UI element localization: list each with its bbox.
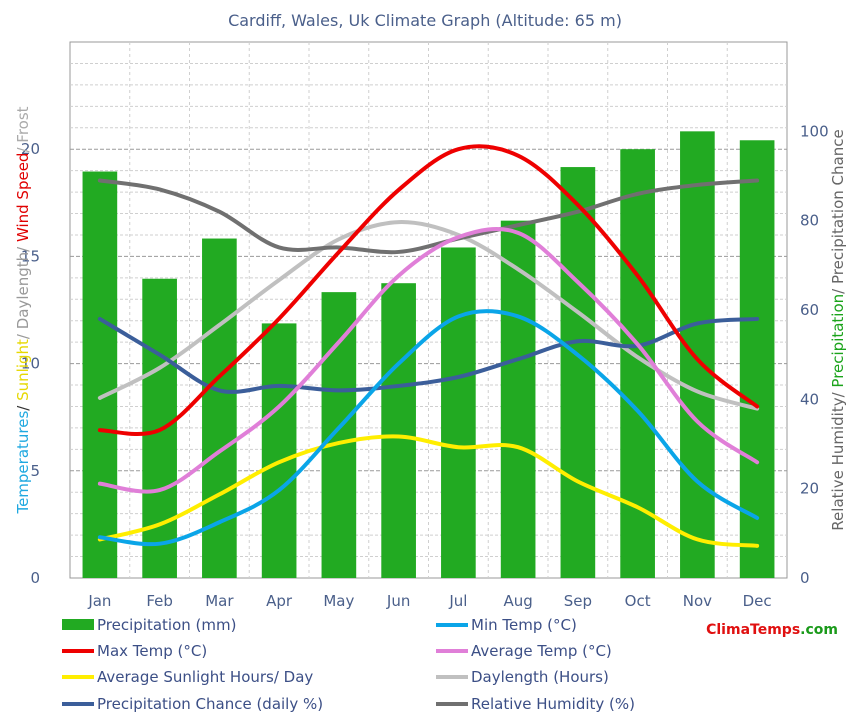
chart-title: Cardiff, Wales, Uk Climate Graph (Altitu…	[228, 11, 622, 30]
watermark: ClimaTemps.com	[706, 622, 838, 638]
watermark-part: Clima	[706, 622, 750, 638]
series-line-relative-humidity	[97, 178, 760, 255]
x-tick-label: Feb	[146, 592, 173, 610]
left-tick-label: 0	[30, 569, 40, 587]
right-axis-label: Relative Humidity/ Precipitation/ Precip…	[829, 129, 847, 530]
series-line-precipitation-chance-daily	[97, 316, 760, 394]
right-tick-label: 0	[800, 569, 810, 587]
right-tick-label: 60	[800, 301, 819, 319]
x-tick-label: Sep	[564, 592, 592, 610]
precip-bar	[680, 131, 715, 579]
precip-bar	[82, 171, 118, 579]
x-tick-label: May	[323, 592, 354, 610]
legend-label-relative-humidity: Relative Humidity (%)	[471, 695, 635, 713]
series-line-max-temp-c	[97, 144, 760, 436]
left-tick-label: 15	[21, 247, 40, 265]
left-tick-label: 20	[21, 140, 40, 158]
right-tick-label: 20	[800, 480, 819, 498]
legend-swatch-precipitation-mm	[62, 619, 94, 630]
legend-label-max-temp-c: Max Temp (°C)	[97, 642, 207, 660]
series-line-average-sunlight-hours-day	[97, 434, 760, 548]
x-tick-label: Apr	[266, 592, 293, 610]
watermark-text: ClimaTemps.com	[706, 622, 838, 638]
right-axis-label-part: / Precipitation Chance	[829, 129, 847, 294]
precip-bar	[441, 247, 476, 578]
x-tick-label: Mar	[205, 592, 234, 610]
legend-label-precipitation-mm: Precipitation (mm)	[97, 616, 236, 634]
legend-label-average-sunlight-hours-day: Average Sunlight Hours/ Day	[97, 668, 313, 686]
x-tick-label: Jul	[448, 592, 467, 610]
left-axis-label-part: Temperatures	[14, 411, 32, 515]
precip-bar	[500, 220, 536, 578]
precip-bar	[321, 292, 357, 578]
series-line-min-temp-c	[97, 309, 760, 547]
series-line-daylength-hours	[97, 220, 760, 411]
left-axis-label-part: Sunlight	[14, 339, 32, 401]
axes: 0 5 10 15 20 0 20 40 60 80 100 Jan Feb Mar Apr May Jun Ju…	[14, 106, 847, 610]
legend-label-daylength-hours: Daylength (Hours)	[471, 668, 609, 686]
legend-label-average-temp-c: Average Temp (°C)	[471, 642, 612, 660]
x-tick-label: Dec	[743, 592, 772, 610]
x-tick-label: Oct	[625, 592, 651, 610]
watermark-part: Temps	[750, 622, 800, 638]
x-tick-label: Nov	[683, 592, 712, 610]
x-tick-label: Jan	[87, 592, 111, 610]
left-axis-label-part: Wind Speed	[14, 153, 32, 243]
left-tick-label: 5	[30, 462, 40, 480]
grid-lines	[69, 41, 788, 579]
right-tick-label: 80	[800, 212, 819, 230]
left-axis-label: Temperatures/ Sunlight/ Daylength/ Wind …	[14, 106, 32, 514]
right-tick-label: 40	[800, 390, 819, 408]
x-tick-label: Jun	[386, 592, 410, 610]
right-axis-label-part: Precipitation	[829, 294, 847, 388]
left-axis-label-part: / Daylength/	[14, 242, 32, 339]
left-axis-label-part: /	[14, 401, 32, 411]
legend: Precipitation (mm) Min Temp (°C) Max Temp …	[62, 616, 635, 713]
precip-bar	[739, 140, 775, 578]
series-lines	[97, 144, 760, 548]
left-tick-label: 10	[21, 355, 40, 373]
precip-bar	[261, 323, 297, 578]
x-tick-label: Aug	[503, 592, 532, 610]
left-axis-label-part: / Frost	[14, 106, 32, 152]
right-axis-label-part: Relative Humidity/	[829, 388, 847, 531]
series-line-average-temp-c	[97, 226, 760, 494]
right-tick-label: 100	[800, 122, 829, 140]
legend-label-precipitation-chance-daily: Precipitation Chance (daily %)	[97, 695, 323, 713]
precip-bar	[560, 167, 596, 579]
legend-label-min-temp-c: Min Temp (°C)	[471, 616, 577, 634]
precip-bar	[381, 283, 416, 578]
watermark-part: .com	[800, 622, 838, 638]
